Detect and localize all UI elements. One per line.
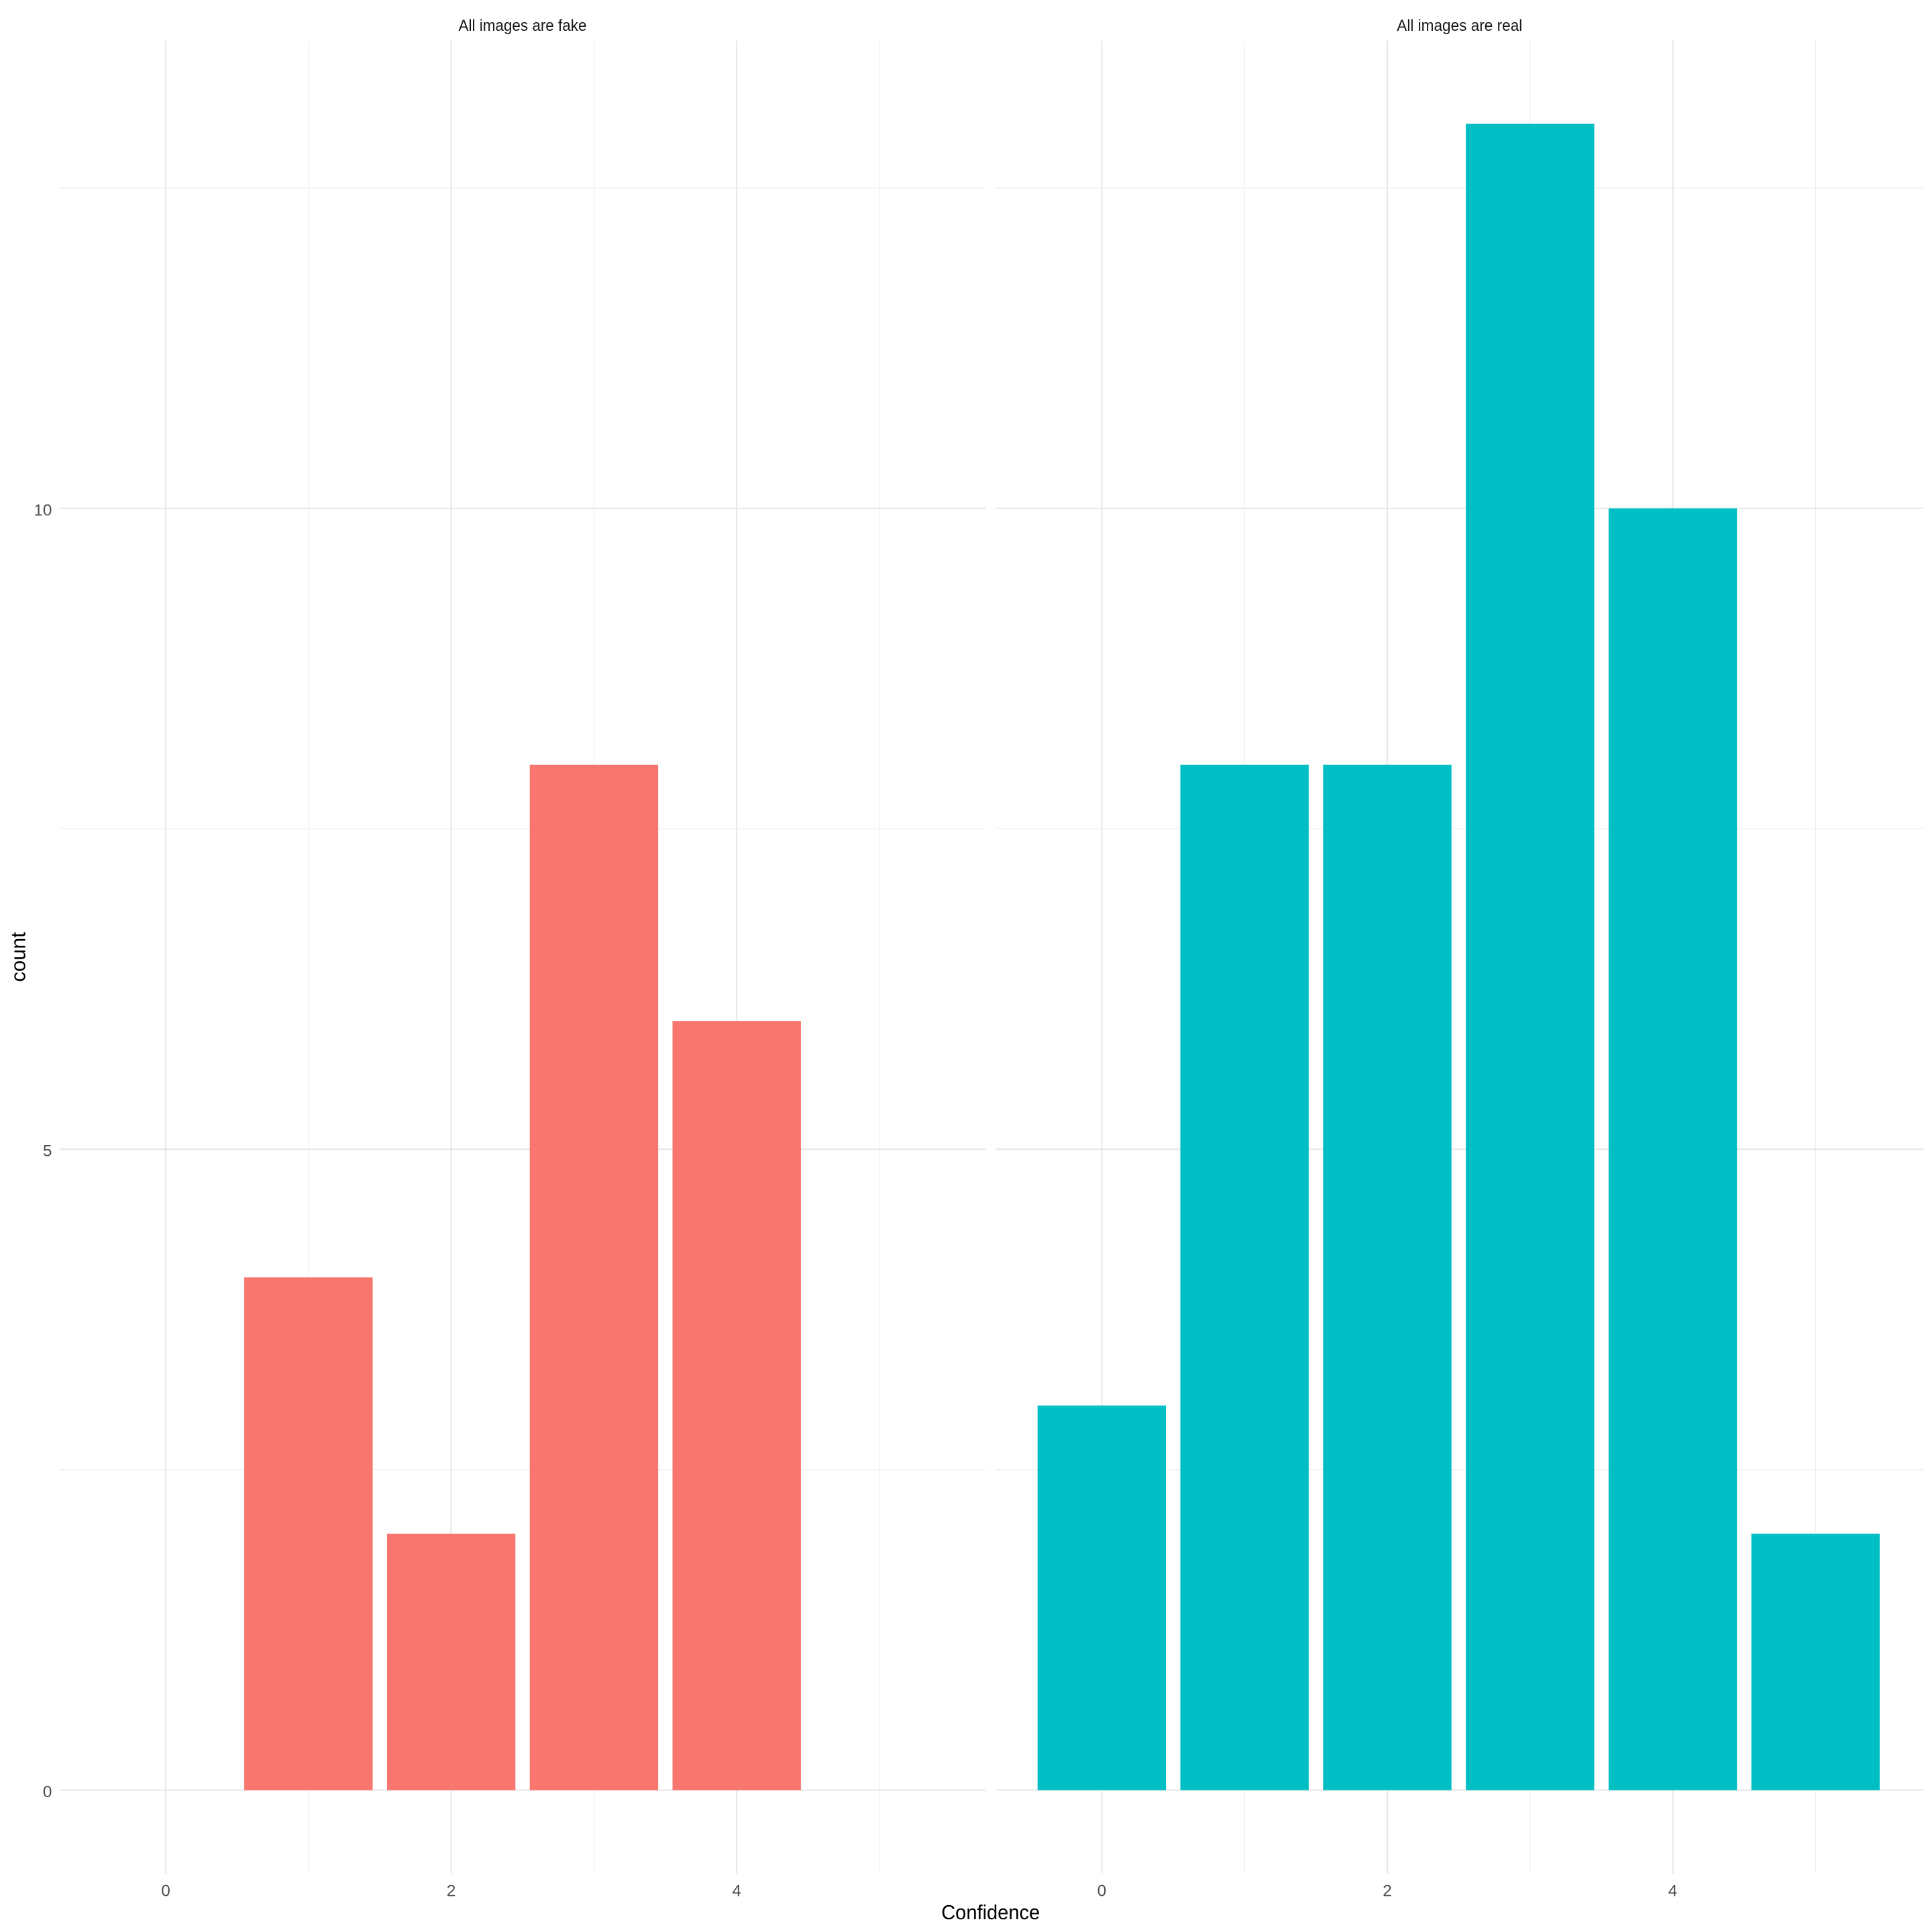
svg-text:10: 10 xyxy=(34,501,52,519)
svg-text:All images are fake: All images are fake xyxy=(459,17,587,35)
svg-text:0: 0 xyxy=(43,1783,52,1801)
svg-text:4: 4 xyxy=(1668,1882,1678,1900)
svg-text:2: 2 xyxy=(1383,1882,1392,1900)
svg-text:2: 2 xyxy=(447,1882,456,1900)
svg-text:0: 0 xyxy=(161,1882,170,1900)
svg-text:count: count xyxy=(7,932,30,982)
svg-text:All images are real: All images are real xyxy=(1397,17,1522,35)
svg-text:0: 0 xyxy=(1097,1882,1107,1900)
svg-text:4: 4 xyxy=(732,1882,741,1900)
svg-text:Confidence: Confidence xyxy=(941,1901,1040,1924)
svg-text:5: 5 xyxy=(43,1142,52,1161)
